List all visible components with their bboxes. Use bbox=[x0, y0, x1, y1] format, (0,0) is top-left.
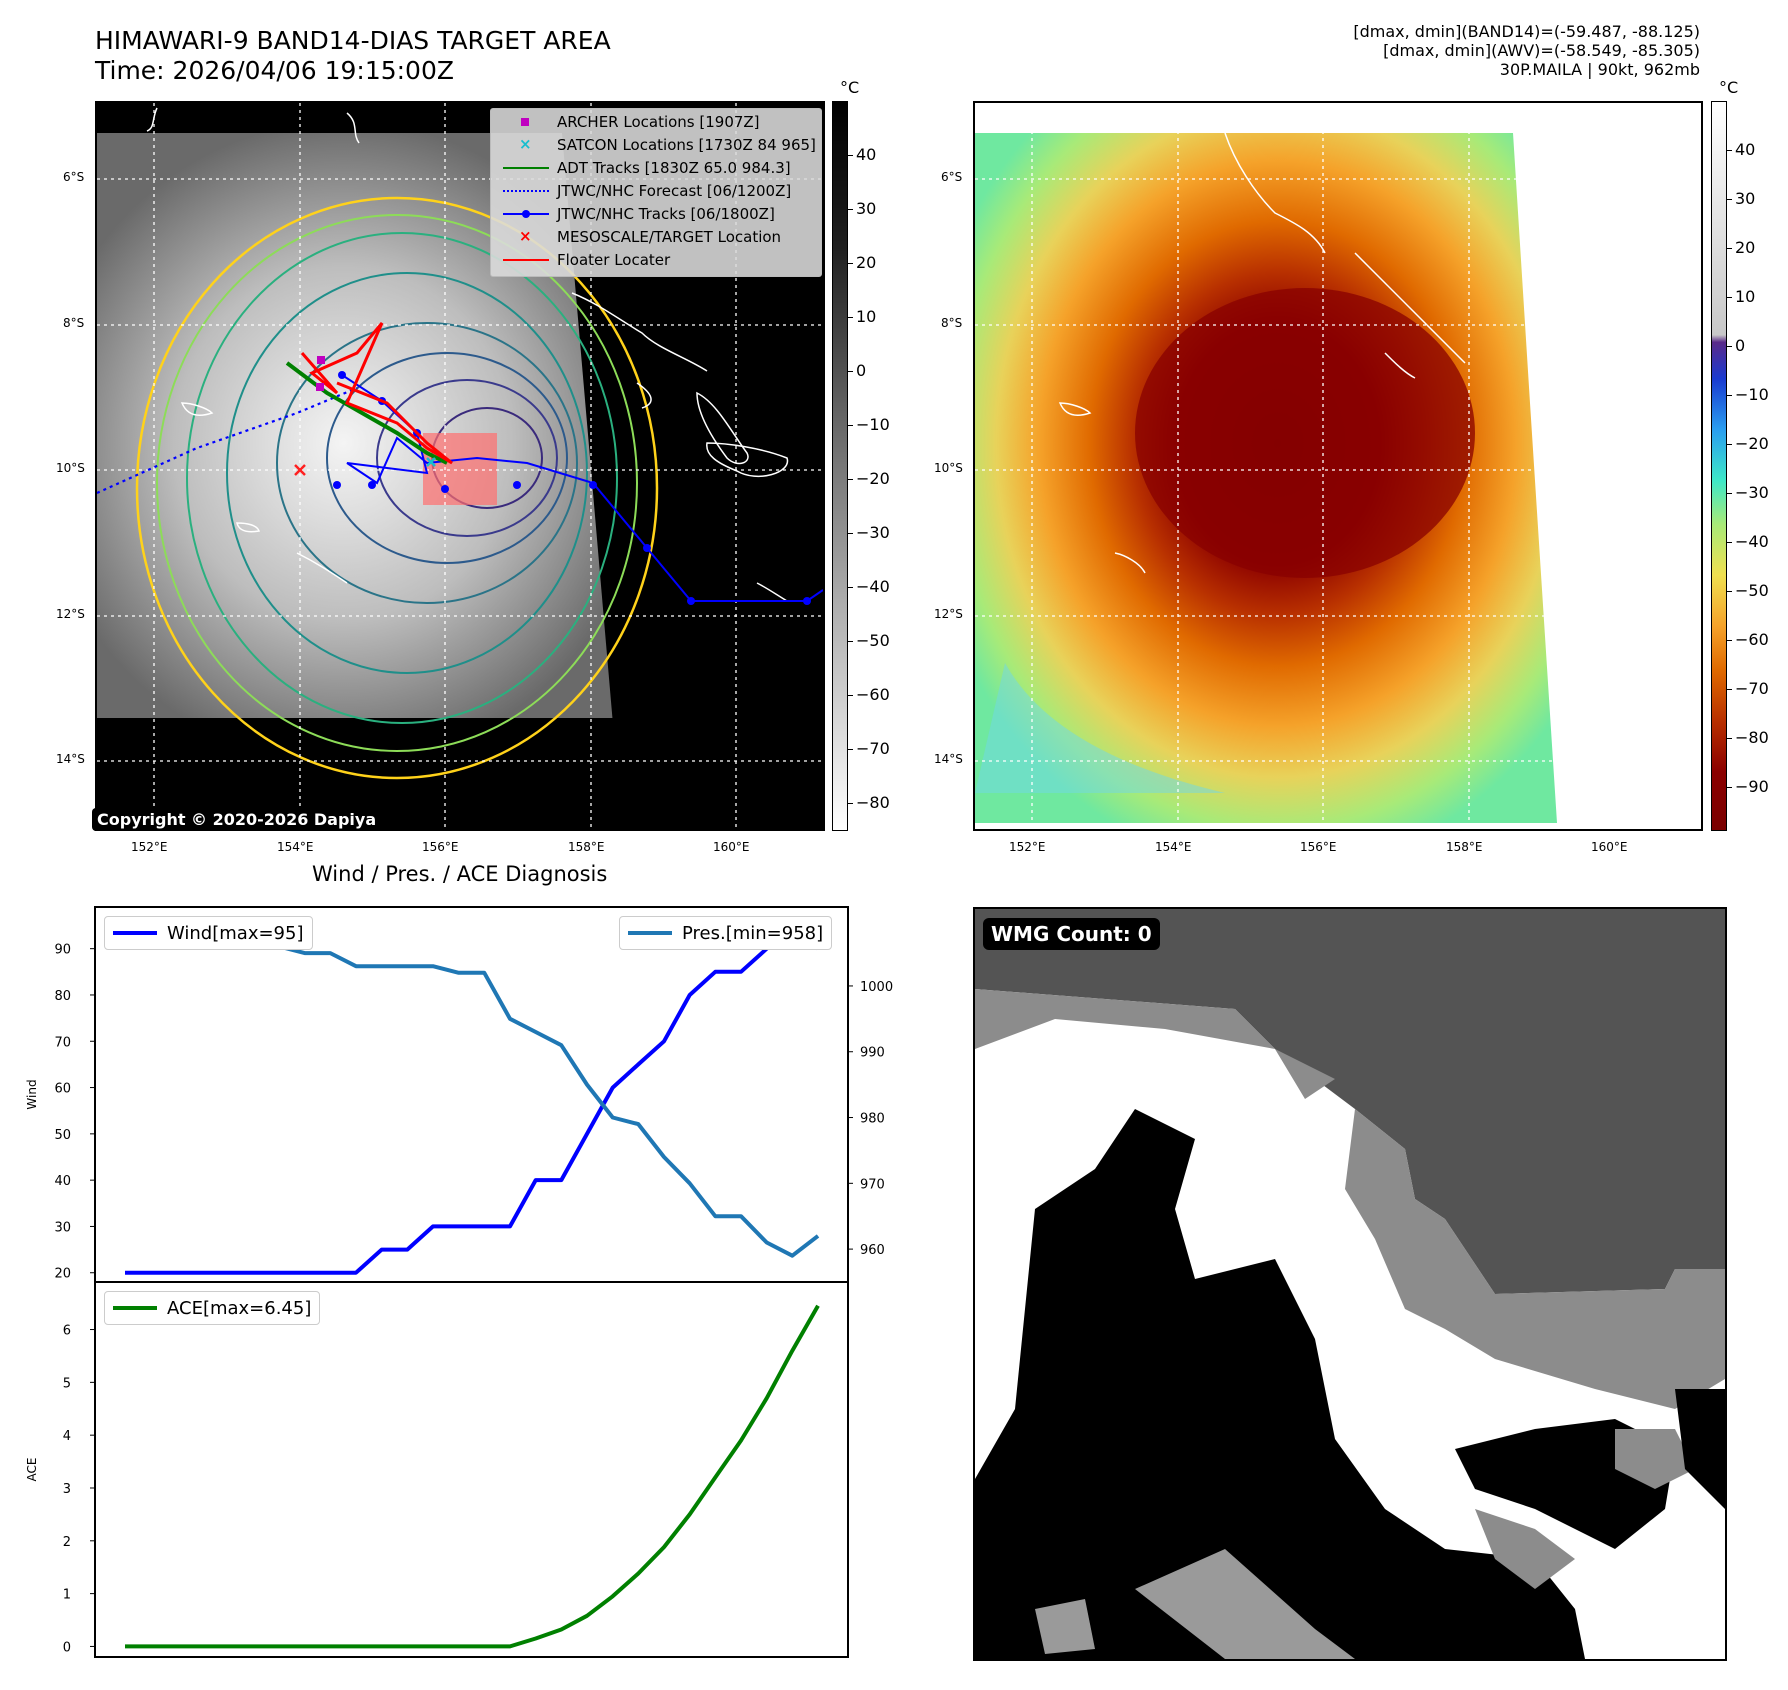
line-marker-icon bbox=[503, 252, 549, 268]
y-tick-label: 80 bbox=[54, 989, 71, 1004]
dotted-line-icon bbox=[503, 183, 549, 199]
wmg-panel bbox=[973, 907, 1727, 1661]
enhanced-ir-image bbox=[975, 103, 1701, 829]
y-right-tick-label: 970 bbox=[860, 1177, 885, 1192]
ace-chart: 0 1 2 3 4 5 6 ACE bbox=[25, 1281, 849, 1658]
wmg-count-badge: WMG Count: 0 bbox=[983, 918, 1160, 950]
y-tick-label: 3 bbox=[63, 1482, 71, 1497]
y-tick-label: 6 bbox=[63, 1324, 71, 1339]
lat-label: 6°S bbox=[941, 170, 963, 184]
y-axis-label: ACE bbox=[25, 1458, 39, 1482]
legend-ace: ACE[max=6.45] bbox=[104, 1291, 321, 1325]
legend-item-archer: ARCHER Locations [1907Z] bbox=[503, 111, 760, 133]
legend-item-forecast: JTWC/NHC Forecast [06/1200Z] bbox=[503, 180, 791, 202]
legend-item-jtwc-tracks: JTWC/NHC Tracks [06/1800Z] bbox=[503, 203, 775, 225]
lon-label: 160°E bbox=[713, 840, 750, 854]
y-tick-label: 90 bbox=[54, 943, 71, 958]
diagnosis-title: Wind / Pres. / ACE Diagnosis bbox=[312, 862, 608, 886]
coastlines bbox=[1058, 132, 1466, 574]
lon-label: 160°E bbox=[1591, 840, 1628, 854]
y-right-tick-label: 980 bbox=[860, 1112, 885, 1127]
enhanced-ir-map-panel bbox=[973, 101, 1703, 831]
line-marker-icon bbox=[503, 160, 549, 176]
lon-label: 156°E bbox=[1300, 840, 1337, 854]
legend-line-icon bbox=[113, 1306, 157, 1310]
y-right-tick-label: 1000 bbox=[860, 980, 893, 995]
lat-label: 12°S bbox=[56, 607, 85, 621]
wind-pressure-chart: 20 30 40 50 60 70 80 90 Wind 960 970 980 990 1000 Pres… bbox=[25, 906, 893, 1283]
y-tick-label: 5 bbox=[63, 1376, 71, 1391]
lat-label: 8°S bbox=[941, 316, 963, 330]
info-block: [dmax, dmin](BAND14)=(-59.487, -88.125) … bbox=[1353, 22, 1700, 79]
info-line-3: 30P.MAILA | 90kt, 962mb bbox=[1499, 60, 1700, 79]
series-line-1 bbox=[125, 937, 820, 1258]
info-line-1: [dmax, dmin](BAND14)=(-59.487, -88.125) bbox=[1353, 22, 1700, 41]
y-tick-label: 4 bbox=[63, 1429, 71, 1444]
lat-label: 12°S bbox=[934, 607, 963, 621]
lat-label: 6°S bbox=[63, 170, 85, 184]
wmg-image bbox=[975, 909, 1725, 1659]
copyright-badge: Copyright © 2020-2026 Dapiya bbox=[92, 808, 382, 831]
series-line-0 bbox=[125, 923, 820, 1275]
legend-item-adt: ADT Tracks [1830Z 65.0 984.3] bbox=[503, 157, 791, 179]
lon-label: 154°E bbox=[1155, 840, 1192, 854]
square-marker-icon bbox=[503, 114, 549, 130]
ir-map-image bbox=[97, 103, 823, 829]
x-marker-icon: × bbox=[519, 227, 532, 245]
y-right-tick-label: 960 bbox=[860, 1243, 885, 1258]
y-tick-label: 20 bbox=[54, 1267, 71, 1282]
lon-label: 152°E bbox=[131, 840, 168, 854]
y-axis-label: Wind bbox=[25, 1079, 39, 1109]
colorbar-enhanced bbox=[1711, 101, 1727, 831]
lat-label: 14°S bbox=[934, 752, 963, 766]
colorbar-grayscale bbox=[832, 101, 848, 831]
y-tick-label: 0 bbox=[63, 1640, 71, 1655]
figure-title: HIMAWARI-9 BAND14-DIAS TARGET AREA Time:… bbox=[95, 26, 611, 86]
legend-wind: Wind[max=95] bbox=[104, 916, 313, 950]
map-gridlines bbox=[97, 103, 823, 829]
lon-label: 158°E bbox=[1446, 840, 1483, 854]
lon-label: 152°E bbox=[1009, 840, 1046, 854]
lon-label: 154°E bbox=[277, 840, 314, 854]
lon-label: 158°E bbox=[568, 840, 605, 854]
legend-item-floater: Floater Locater bbox=[503, 249, 670, 271]
legend-line-icon bbox=[628, 931, 672, 935]
y-tick-label: 1 bbox=[63, 1588, 71, 1603]
title-line-1: HIMAWARI-9 BAND14-DIAS TARGET AREA bbox=[95, 26, 611, 55]
y-tick-label: 2 bbox=[63, 1535, 71, 1550]
diagnosis-charts: 2030405060708090Wind9609709809901000Pres… bbox=[25, 906, 893, 1658]
colorbar-unit: °C bbox=[1719, 78, 1739, 97]
y-tick-label: 70 bbox=[54, 1035, 71, 1050]
y-tick-label: 50 bbox=[54, 1128, 71, 1143]
x-marker-icon: × bbox=[519, 135, 532, 153]
legend-pressure: Pres.[min=958] bbox=[619, 916, 833, 950]
line-dot-icon bbox=[503, 206, 549, 222]
y-tick-label: 30 bbox=[54, 1220, 71, 1235]
lat-label: 10°S bbox=[56, 461, 85, 475]
y-right-tick-label: 990 bbox=[860, 1046, 885, 1061]
info-line-2: [dmax, dmin](AWV)=(-58.549, -85.305) bbox=[1383, 41, 1700, 60]
coastlines bbox=[146, 107, 789, 602]
colorbar-unit: °C bbox=[840, 78, 860, 97]
plot-frame bbox=[94, 1281, 849, 1658]
lat-label: 8°S bbox=[63, 316, 85, 330]
title-line-2: Time: 2026/04/06 19:15:00Z bbox=[95, 56, 454, 85]
map-legend: ARCHER Locations [1907Z] × SATCON Locati… bbox=[490, 108, 822, 277]
series-line-0 bbox=[125, 1304, 820, 1649]
lon-label: 156°E bbox=[422, 840, 459, 854]
legend-item-target: × MESOSCALE/TARGET Location bbox=[503, 226, 781, 248]
y-tick-label: 60 bbox=[54, 1082, 71, 1097]
legend-item-satcon: × SATCON Locations [1730Z 84 965] bbox=[503, 134, 816, 156]
y-tick-label: 40 bbox=[54, 1174, 71, 1189]
legend-line-icon bbox=[113, 931, 157, 935]
lat-label: 14°S bbox=[56, 752, 85, 766]
lat-label: 10°S bbox=[934, 461, 963, 475]
map-gridlines bbox=[975, 103, 1701, 829]
